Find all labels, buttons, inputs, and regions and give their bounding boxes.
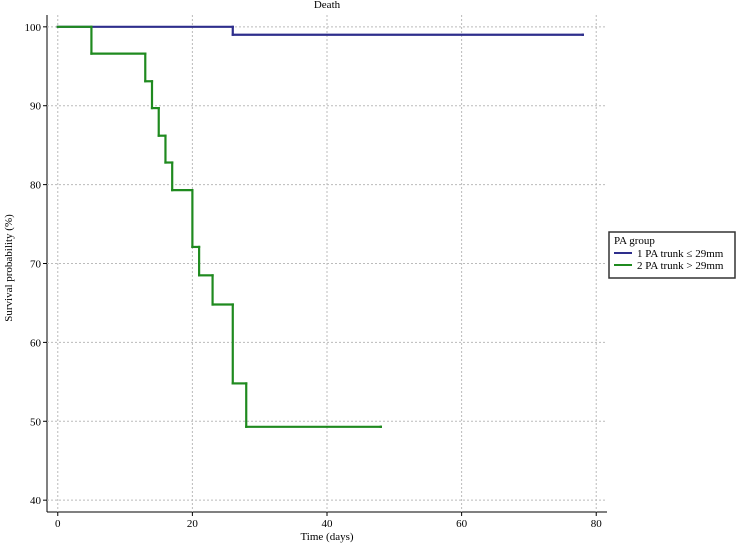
x-tick-label: 60 — [456, 518, 468, 530]
y-tick-label: 40 — [30, 495, 42, 507]
y-tick-label: 100 — [25, 22, 42, 34]
y-tick-label: 90 — [30, 101, 42, 113]
x-axis-label: Time (days) — [300, 531, 353, 543]
y-tick-label: 50 — [30, 416, 42, 428]
y-tick-label: 60 — [30, 337, 42, 349]
x-tick-label: 20 — [187, 518, 199, 530]
x-tick-label: 40 — [322, 518, 334, 530]
x-tick-label: 0 — [55, 518, 61, 530]
legend-title: PA group — [614, 235, 655, 247]
x-tick-label: 80 — [591, 518, 603, 530]
legend-box — [608, 231, 736, 279]
legend-label: 1 PA trunk ≤ 29mm — [637, 248, 724, 260]
legend-label: 2 PA trunk > 29mm — [637, 260, 724, 272]
y-tick-label: 80 — [30, 180, 42, 192]
y-tick-label: 70 — [30, 259, 42, 271]
chart-title: Death — [314, 0, 341, 11]
y-axis-label: Survival probability (%) — [3, 214, 15, 322]
